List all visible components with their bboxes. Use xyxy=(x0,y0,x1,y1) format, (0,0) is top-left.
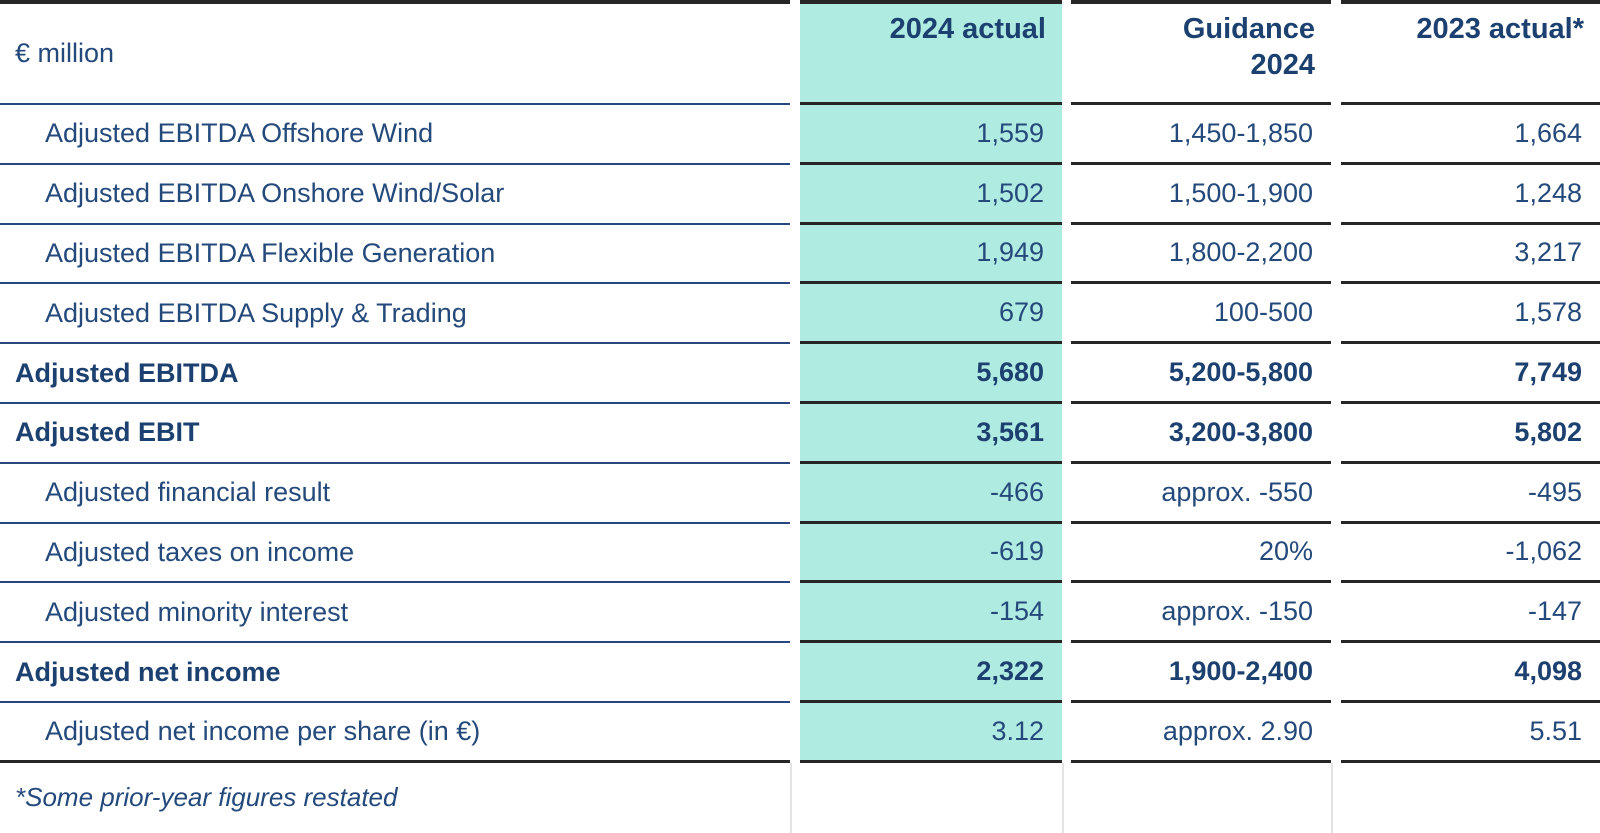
value-2024-actual: 3,561 xyxy=(800,403,1062,464)
row-label: Adjusted taxes on income xyxy=(0,524,790,584)
column-gap xyxy=(1331,284,1341,345)
column-gap xyxy=(1062,344,1071,404)
value-2023-actual: 1,578 xyxy=(1341,284,1600,345)
column-gap xyxy=(1331,463,1341,524)
value-2023-actual: -1,062 xyxy=(1341,524,1600,584)
column-gap xyxy=(1331,762,1341,833)
column-gap xyxy=(790,762,800,833)
col-header-guidance-2024: Guidance 2024 xyxy=(1071,0,1331,105)
column-gap xyxy=(1062,105,1071,165)
value-2023-actual: -495 xyxy=(1341,464,1600,524)
column-gap xyxy=(790,463,800,524)
value-2023-actual: 5,802 xyxy=(1341,404,1600,464)
value-2024-actual: -619 xyxy=(800,523,1062,584)
row-label: Adjusted EBIT xyxy=(0,404,790,464)
column-gap xyxy=(1331,0,1341,105)
footnote-spacer xyxy=(1071,763,1331,833)
unit-header-cell: € million xyxy=(0,0,790,105)
column-gap xyxy=(1331,403,1341,464)
value-2023-actual: 5.51 xyxy=(1341,703,1600,763)
column-gap xyxy=(1331,702,1341,763)
column-gap xyxy=(790,105,800,165)
value-2023-actual: 1,248 xyxy=(1341,165,1600,225)
column-gap xyxy=(1062,583,1071,644)
footnote-spacer xyxy=(800,763,1062,833)
row-label: Adjusted net income per share (in €) xyxy=(0,703,790,763)
value-guidance-2024: 1,800-2,200 xyxy=(1071,225,1331,285)
column-gap xyxy=(790,403,800,464)
value-guidance-2024: 1,500-1,900 xyxy=(1071,165,1331,225)
column-gap xyxy=(1062,224,1071,285)
value-2023-actual: 4,098 xyxy=(1341,643,1600,703)
value-2024-actual: -466 xyxy=(800,463,1062,524)
value-2024-actual: 3.12 xyxy=(800,702,1062,763)
footnote-spacer xyxy=(1341,763,1600,833)
column-gap xyxy=(1331,643,1341,703)
value-guidance-2024: 100-500 xyxy=(1071,284,1331,345)
column-gap xyxy=(1331,583,1341,644)
value-guidance-2024: approx. -550 xyxy=(1071,464,1331,524)
row-label: Adjusted EBITDA Onshore Wind/Solar xyxy=(0,165,790,225)
value-2024-actual: 1,949 xyxy=(800,224,1062,285)
column-gap xyxy=(1331,523,1341,584)
column-gap xyxy=(790,643,800,703)
column-gap xyxy=(790,164,800,225)
value-2023-actual: 1,664 xyxy=(1341,105,1600,165)
value-guidance-2024: 1,900-2,400 xyxy=(1071,643,1331,703)
unit-label: € million xyxy=(15,38,115,68)
value-2024-actual: 2,322 xyxy=(800,643,1062,703)
value-2024-actual: 5,680 xyxy=(800,344,1062,404)
column-gap xyxy=(1331,344,1341,404)
column-gap xyxy=(1062,643,1071,703)
value-guidance-2024: approx. -150 xyxy=(1071,583,1331,644)
column-gap xyxy=(1062,0,1071,105)
column-gap xyxy=(790,0,800,105)
column-gap xyxy=(1062,403,1071,464)
column-gap xyxy=(790,224,800,285)
column-gap xyxy=(1062,702,1071,763)
value-guidance-2024: 3,200-3,800 xyxy=(1071,404,1331,464)
column-gap xyxy=(790,523,800,584)
column-gap xyxy=(1062,523,1071,584)
column-gap xyxy=(1062,463,1071,524)
column-gap xyxy=(1062,284,1071,345)
footnote-text: *Some prior-year figures restated xyxy=(15,782,398,813)
value-guidance-2024: 20% xyxy=(1071,524,1331,584)
column-gap xyxy=(1062,762,1071,833)
value-2024-actual: 1,502 xyxy=(800,164,1062,225)
value-2024-actual: 1,559 xyxy=(800,105,1062,165)
value-guidance-2024: 1,450-1,850 xyxy=(1071,105,1331,165)
column-gap xyxy=(1331,164,1341,225)
col-header-2024-actual: 2024 actual xyxy=(800,0,1062,105)
value-2024-actual: 679 xyxy=(800,284,1062,345)
value-2023-actual: 7,749 xyxy=(1341,344,1600,404)
value-guidance-2024: approx. 2.90 xyxy=(1071,703,1331,763)
value-2023-actual: -147 xyxy=(1341,583,1600,644)
column-gap xyxy=(790,702,800,763)
row-label: Adjusted EBITDA Flexible Generation xyxy=(0,225,790,285)
value-2024-actual: -154 xyxy=(800,583,1062,644)
column-gap xyxy=(1062,164,1071,225)
row-label: Adjusted net income xyxy=(0,643,790,703)
row-label: Adjusted EBITDA Offshore Wind xyxy=(0,105,790,165)
column-gap xyxy=(790,344,800,404)
column-gap xyxy=(1331,224,1341,285)
value-2023-actual: 3,217 xyxy=(1341,225,1600,285)
column-gap xyxy=(790,583,800,644)
column-gap xyxy=(790,284,800,345)
row-label: Adjusted EBITDA Supply & Trading xyxy=(0,284,790,345)
value-guidance-2024: 5,200-5,800 xyxy=(1071,344,1331,404)
column-gap xyxy=(1331,105,1341,165)
row-label: Adjusted minority interest xyxy=(0,583,790,644)
row-label: Adjusted EBITDA xyxy=(0,344,790,404)
col-header-2023-actual: 2023 actual* xyxy=(1341,0,1600,105)
row-label: Adjusted financial result xyxy=(0,464,790,524)
